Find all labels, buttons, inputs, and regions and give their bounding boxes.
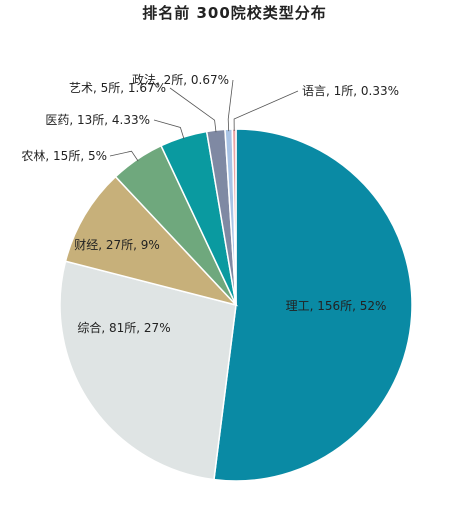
slice-label-7: 语言, 1所, 0.33% [302,84,399,98]
slice-label-3: 农林, 15所, 5% [21,149,107,163]
leader-line-7 [233,90,299,132]
leader-line-3 [109,150,139,162]
pie-slice-2 [64,175,239,307]
slice-label-1: 综合, 81所, 27% [77,320,170,335]
slice-label-4: 医药, 13所, 4.33% [45,113,150,127]
pie-slice-0 [213,128,413,482]
chart-title: 排名前 300院校类型分布 [142,4,327,22]
leader-line-6 [227,79,234,132]
pie-slice-1 [59,260,237,481]
leader-line-4 [153,119,185,140]
slice-label-0: 理工, 156所, 52% [286,299,387,313]
leader-line-5 [169,87,217,133]
slice-label-5: 艺术, 5所, 1.67% [69,81,166,95]
slice-label-2: 财经, 27所, 9% [74,238,160,252]
slice-label-6: 政法, 2所, 0.67% [132,73,229,87]
